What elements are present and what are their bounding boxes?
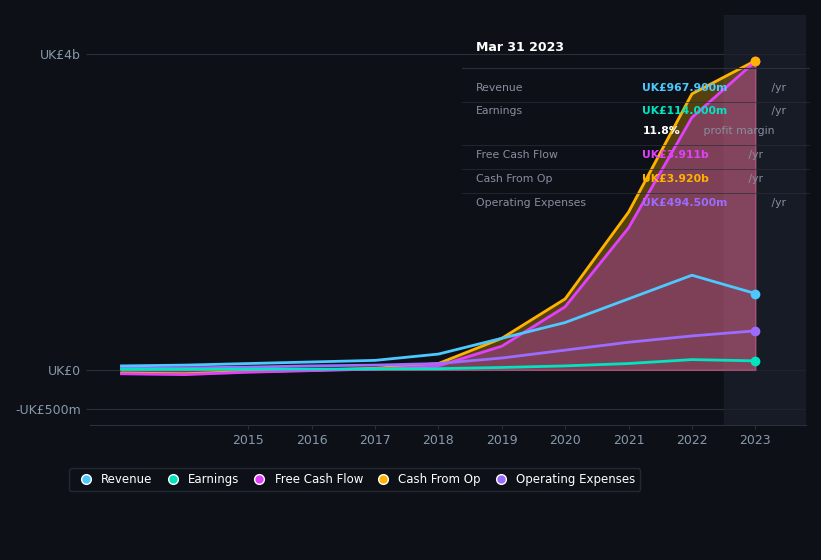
Text: Cash From Op: Cash From Op xyxy=(476,174,553,184)
Text: UK£967.900m: UK£967.900m xyxy=(642,83,727,92)
Text: Earnings: Earnings xyxy=(476,106,523,116)
Text: /yr: /yr xyxy=(745,174,764,184)
Text: 11.8%: 11.8% xyxy=(642,127,680,137)
Text: /yr: /yr xyxy=(768,198,787,208)
Text: /yr: /yr xyxy=(768,106,787,116)
Text: /yr: /yr xyxy=(745,150,764,160)
Text: Mar 31 2023: Mar 31 2023 xyxy=(476,41,564,54)
Text: Revenue: Revenue xyxy=(476,83,524,92)
Legend: Revenue, Earnings, Free Cash Flow, Cash From Op, Operating Expenses: Revenue, Earnings, Free Cash Flow, Cash … xyxy=(69,469,640,491)
Text: Operating Expenses: Operating Expenses xyxy=(476,198,586,208)
Text: /yr: /yr xyxy=(768,83,787,92)
Text: UK£494.500m: UK£494.500m xyxy=(642,198,727,208)
Text: UK£114.000m: UK£114.000m xyxy=(642,106,727,116)
Text: UK£3.911b: UK£3.911b xyxy=(642,150,709,160)
Bar xyxy=(723,15,806,425)
Text: Free Cash Flow: Free Cash Flow xyxy=(476,150,558,160)
Text: profit margin: profit margin xyxy=(699,127,774,137)
Text: UK£3.920b: UK£3.920b xyxy=(642,174,709,184)
